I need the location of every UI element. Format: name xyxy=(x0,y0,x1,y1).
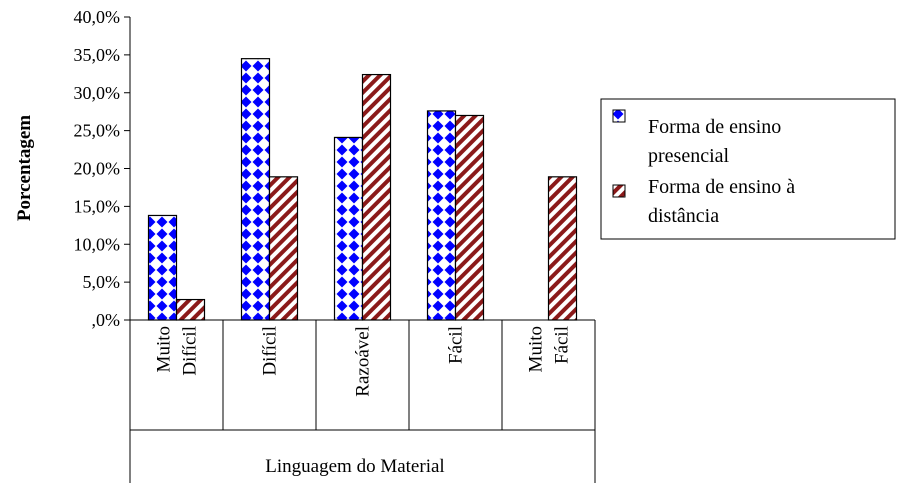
category-label-3-line-0: Fácil xyxy=(446,326,467,364)
legend-swatch-presencial xyxy=(612,109,626,123)
y-tick-label: 25,0% xyxy=(74,121,121,141)
y-tick-label: 30,0% xyxy=(74,83,121,103)
axes xyxy=(129,17,596,483)
y-tick-label: 20,0% xyxy=(74,159,121,179)
bar-series-0-cat-1 xyxy=(240,58,271,321)
y-tick-label: 35,0% xyxy=(74,45,121,65)
bar-series-0-cat-0 xyxy=(147,214,178,321)
bars xyxy=(147,58,578,321)
bar-series-1-cat-1 xyxy=(268,176,299,321)
y-axis-ticks: 40,0% 35,0% 30,0% 25,0% 20,0% 15,0% 10,0% 5,0%,… xyxy=(74,7,130,330)
bar-series-1-cat-4 xyxy=(547,176,578,321)
legend: Forma de ensino presencial Forma de ensi… xyxy=(600,98,896,240)
category-label-4-line-0: Muito xyxy=(526,326,547,372)
legend-swatch-distancia xyxy=(612,184,626,198)
category-label-0-line-0: Muito xyxy=(154,326,175,372)
y-tick-label: 10,0% xyxy=(74,234,121,254)
y-tick-label: ,0% xyxy=(92,310,121,330)
bar-series-0-cat-3 xyxy=(426,110,457,321)
y-tick-label: 5,0% xyxy=(83,272,121,292)
category-labels: Muito Difícil Difícil Razoável Fácil Muito Fác… xyxy=(154,326,573,397)
legend-box xyxy=(600,98,896,240)
y-axis-title: Porcentagem xyxy=(14,115,35,221)
bar-series-0-cat-2 xyxy=(333,136,364,321)
bar-series-1-cat-3 xyxy=(454,114,485,321)
category-label-4-line-1: Fácil xyxy=(552,326,573,364)
category-label-2-line-0: Razoável xyxy=(353,326,374,397)
bar-series-1-cat-0 xyxy=(175,298,206,321)
legend-label-presencial-line1: Forma de ensino xyxy=(648,116,781,138)
y-tick-label: 40,0% xyxy=(74,7,121,27)
x-axis-title: Linguagem do Material xyxy=(265,456,444,477)
y-tick-label: 15,0% xyxy=(74,196,121,216)
legend-label-presencial-line2: presencial xyxy=(648,145,730,167)
category-label-0-line-1: Difícil xyxy=(180,326,201,376)
bar-series-1-cat-2 xyxy=(361,73,392,321)
legend-label-distancia-line2: distância xyxy=(648,205,719,227)
category-label-1-line-0: Difícil xyxy=(260,326,281,376)
legend-label-distancia-line1: Forma de ensino à xyxy=(648,176,795,198)
